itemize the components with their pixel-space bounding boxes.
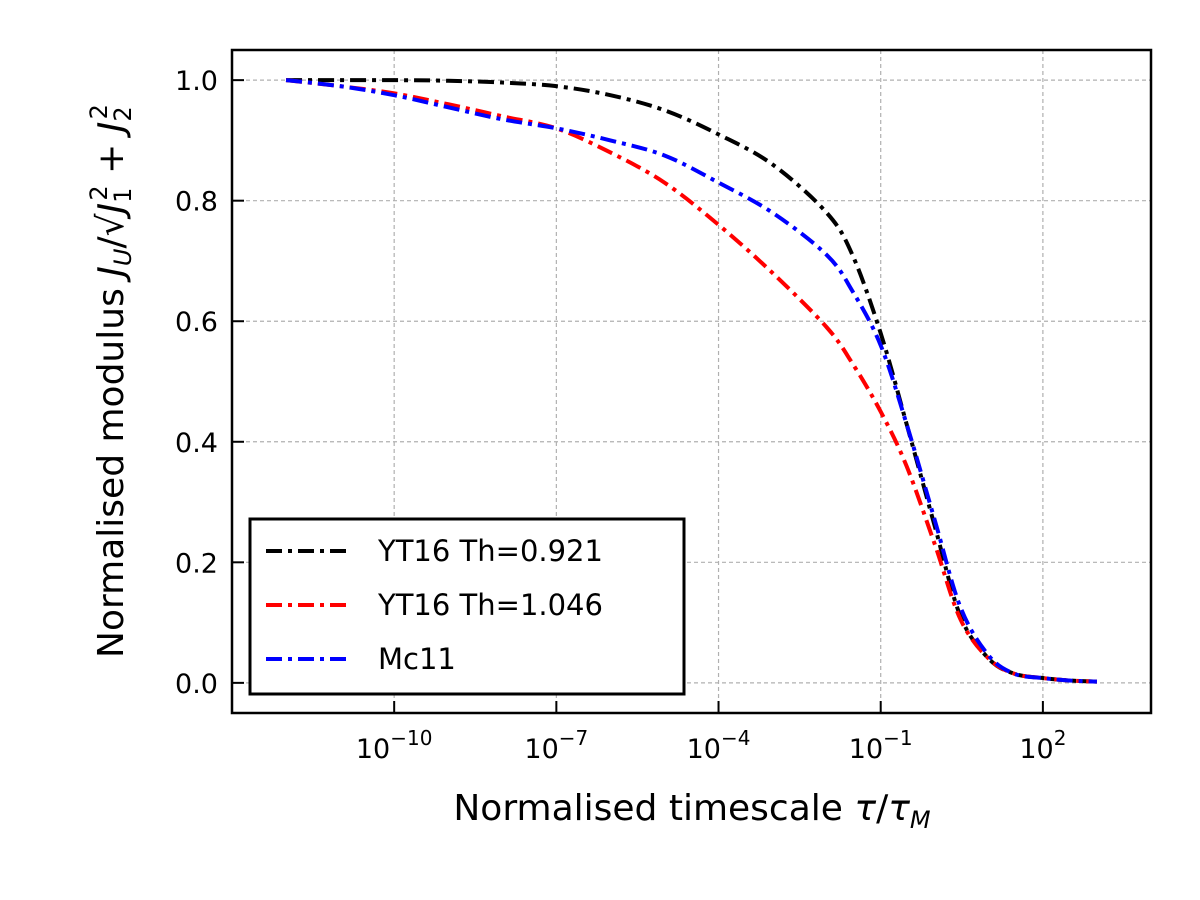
x-tick-label: 10−4 <box>687 726 751 765</box>
legend: YT16 Th=0.921 YT16 Th=1.046 Mc11 <box>248 517 686 696</box>
x-tick-label: 10−10 <box>356 726 433 765</box>
grid <box>232 50 1151 713</box>
y-tick-label: 0.2 <box>175 548 218 579</box>
y-tick-label: 0.8 <box>175 187 218 218</box>
series-line-2 <box>285 78 1098 684</box>
legend-label-2: Mc11 <box>378 642 456 676</box>
y-tick-label: 0.4 <box>175 428 218 459</box>
y-tick-label: 0.0 <box>175 669 218 700</box>
y-tick-label: 1.0 <box>175 66 218 97</box>
y-axis-label: Normalised modulus JU/√J12 + J22 <box>85 104 137 658</box>
series-layer <box>285 78 1098 684</box>
x-tick-label: 102 <box>1019 726 1066 765</box>
plot-frame <box>230 48 1153 715</box>
y-tick-label: 0.6 <box>175 307 218 338</box>
x-tick-label: 10−7 <box>524 726 588 765</box>
x-tick-label: 10−1 <box>849 726 913 765</box>
legend-label-0: YT16 Th=0.921 <box>377 534 603 568</box>
tick-labels: 10−10 10−7 10−4 10−1 102 0.0 0.2 0.4 0.6 0.8 1.0 <box>175 66 1066 765</box>
x-axis-label: Normalised timescale τ/τM <box>453 788 931 834</box>
axis-ticks <box>232 79 1044 713</box>
svg-text:Normalised modulus JU/√J12 + J: Normalised modulus JU/√J12 + J22 <box>85 104 137 658</box>
legend-label-1: YT16 Th=1.046 <box>377 588 603 622</box>
